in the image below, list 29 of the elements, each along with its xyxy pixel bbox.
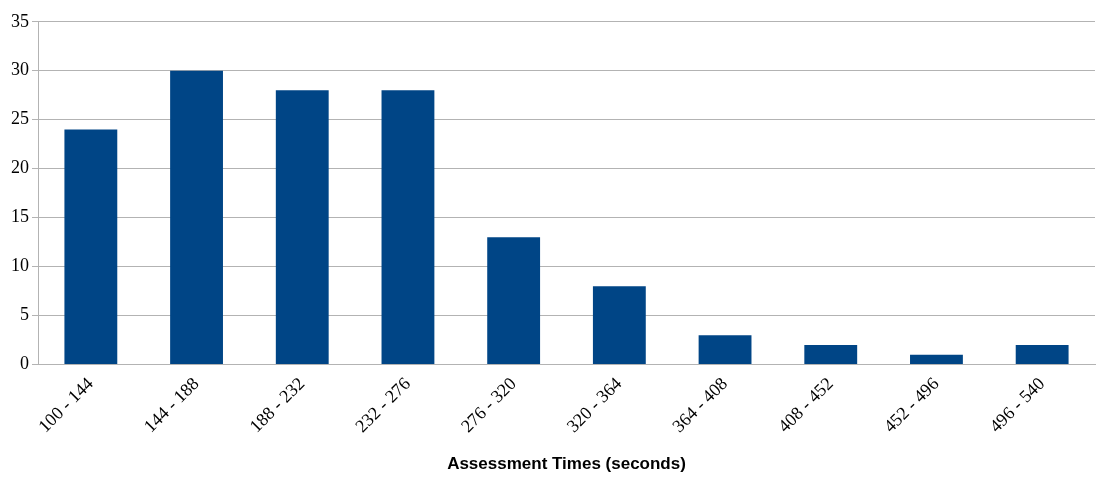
y-tick-label: 10: [11, 255, 29, 276]
bar: [804, 344, 858, 365]
bar: [487, 237, 541, 365]
x-tick-label: 276 - 320: [456, 373, 520, 437]
y-tick-label: 20: [11, 157, 29, 178]
x-tick-label: 408 - 452: [773, 373, 837, 437]
y-tick-label: 30: [11, 59, 29, 80]
bar: [381, 90, 435, 365]
y-tick-label: 0: [20, 353, 29, 374]
x-tick-label: 320 - 364: [562, 373, 626, 437]
y-tick-label: 35: [11, 10, 29, 31]
x-tick-label: 188 - 232: [245, 373, 309, 437]
x-tick-label: 364 - 408: [668, 373, 732, 437]
bar: [275, 90, 329, 365]
x-tick-label: 144 - 188: [139, 373, 203, 437]
bar: [64, 129, 118, 365]
x-tick-label: 232 - 276: [351, 373, 415, 437]
x-tick-label: 452 - 496: [879, 373, 943, 437]
x-axis-title: Assessment Times (seconds): [447, 454, 686, 474]
bar: [170, 70, 223, 365]
y-tick-label: 5: [20, 304, 29, 325]
y-tick-label: 25: [11, 108, 29, 129]
bar: [1015, 344, 1069, 365]
bar: [910, 354, 963, 365]
y-tick-label: 15: [11, 206, 29, 227]
x-tick-label: 100 - 144: [34, 373, 98, 437]
bar: [592, 286, 646, 365]
bar: [698, 335, 752, 365]
x-tick-label: 496 - 540: [985, 373, 1049, 437]
